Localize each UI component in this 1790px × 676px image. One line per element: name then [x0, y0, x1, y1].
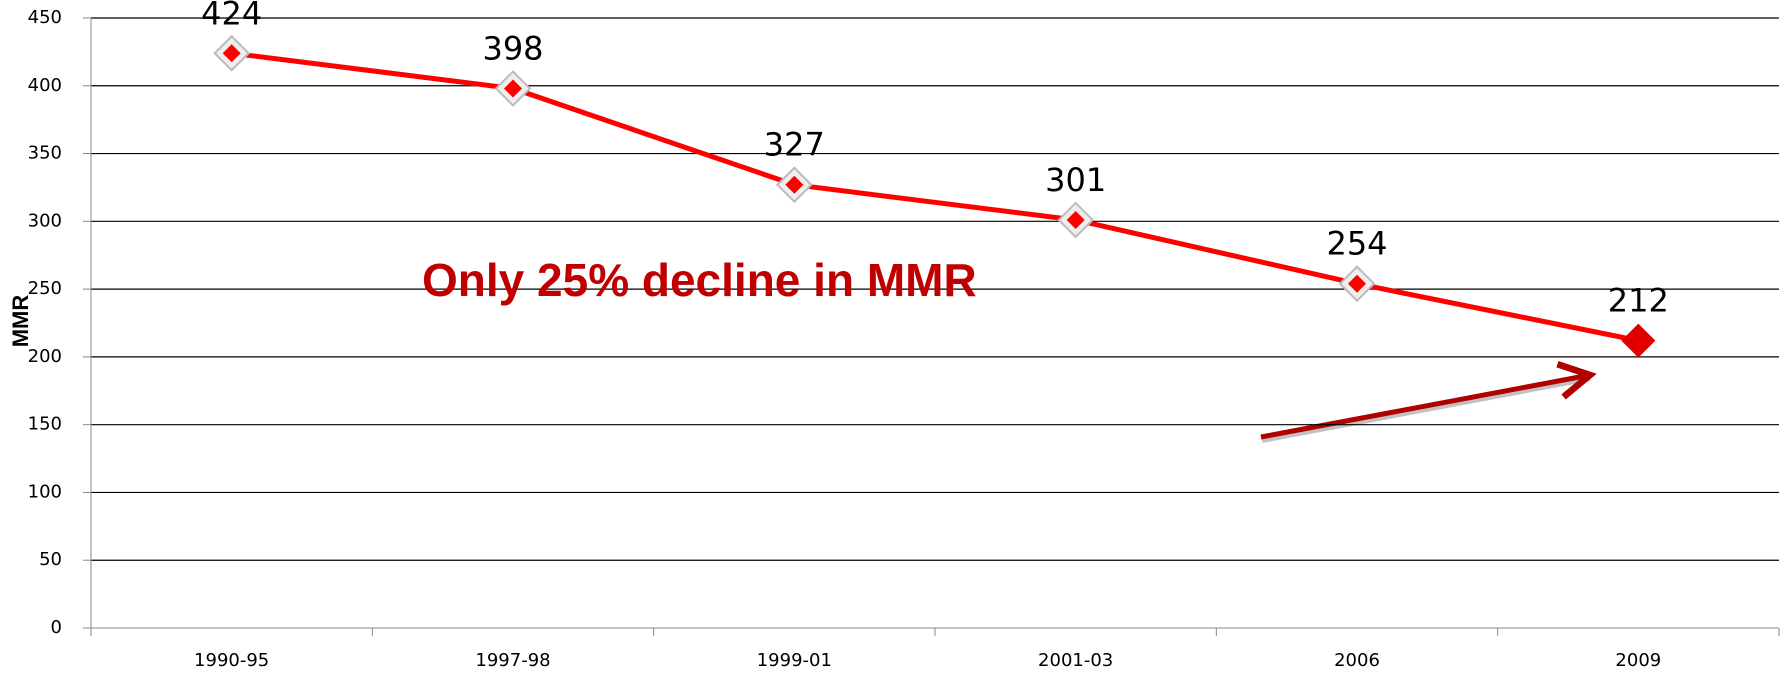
y-tick-label: 450	[28, 7, 62, 28]
marker	[785, 175, 804, 194]
y-tick-label: 250	[28, 278, 62, 299]
x-tick-label: 1999-01	[757, 650, 832, 671]
arrow	[1260, 375, 1590, 440]
x-tick-label: 2009	[1615, 650, 1661, 671]
x-tick-label: 2006	[1334, 650, 1380, 671]
x-tick-label: 1997-98	[475, 650, 550, 671]
marker	[1348, 274, 1366, 293]
y-tick-label: 350	[28, 143, 62, 164]
data-label: 301	[1045, 161, 1106, 199]
annotation: Only 25% decline in MMR	[422, 254, 977, 306]
marker	[504, 79, 522, 98]
y-tick-label: 0	[51, 617, 62, 638]
y-tick-label: 50	[39, 549, 62, 570]
y-tick-label: 200	[28, 346, 62, 367]
data-label: 398	[482, 29, 543, 67]
line	[231, 50, 1639, 344]
x-tick-label: 2001-03	[1038, 650, 1113, 671]
data-label: 424	[201, 0, 262, 32]
marker	[1066, 210, 1085, 229]
y-tick-label: 400	[28, 75, 62, 96]
marker	[222, 44, 241, 63]
data-label: 212	[1608, 282, 1669, 320]
y-axis-label: MMR	[8, 295, 33, 348]
marker	[1621, 323, 1656, 358]
arrow-shadow	[1261, 375, 1591, 443]
data-label: 254	[1326, 225, 1387, 263]
x-tick-label: 1990-95	[194, 650, 269, 671]
y-tick-label: 100	[28, 481, 62, 502]
data-label: 327	[764, 126, 825, 164]
y-tick-label: 300	[28, 210, 62, 231]
y-tick-label: 150	[28, 414, 62, 435]
